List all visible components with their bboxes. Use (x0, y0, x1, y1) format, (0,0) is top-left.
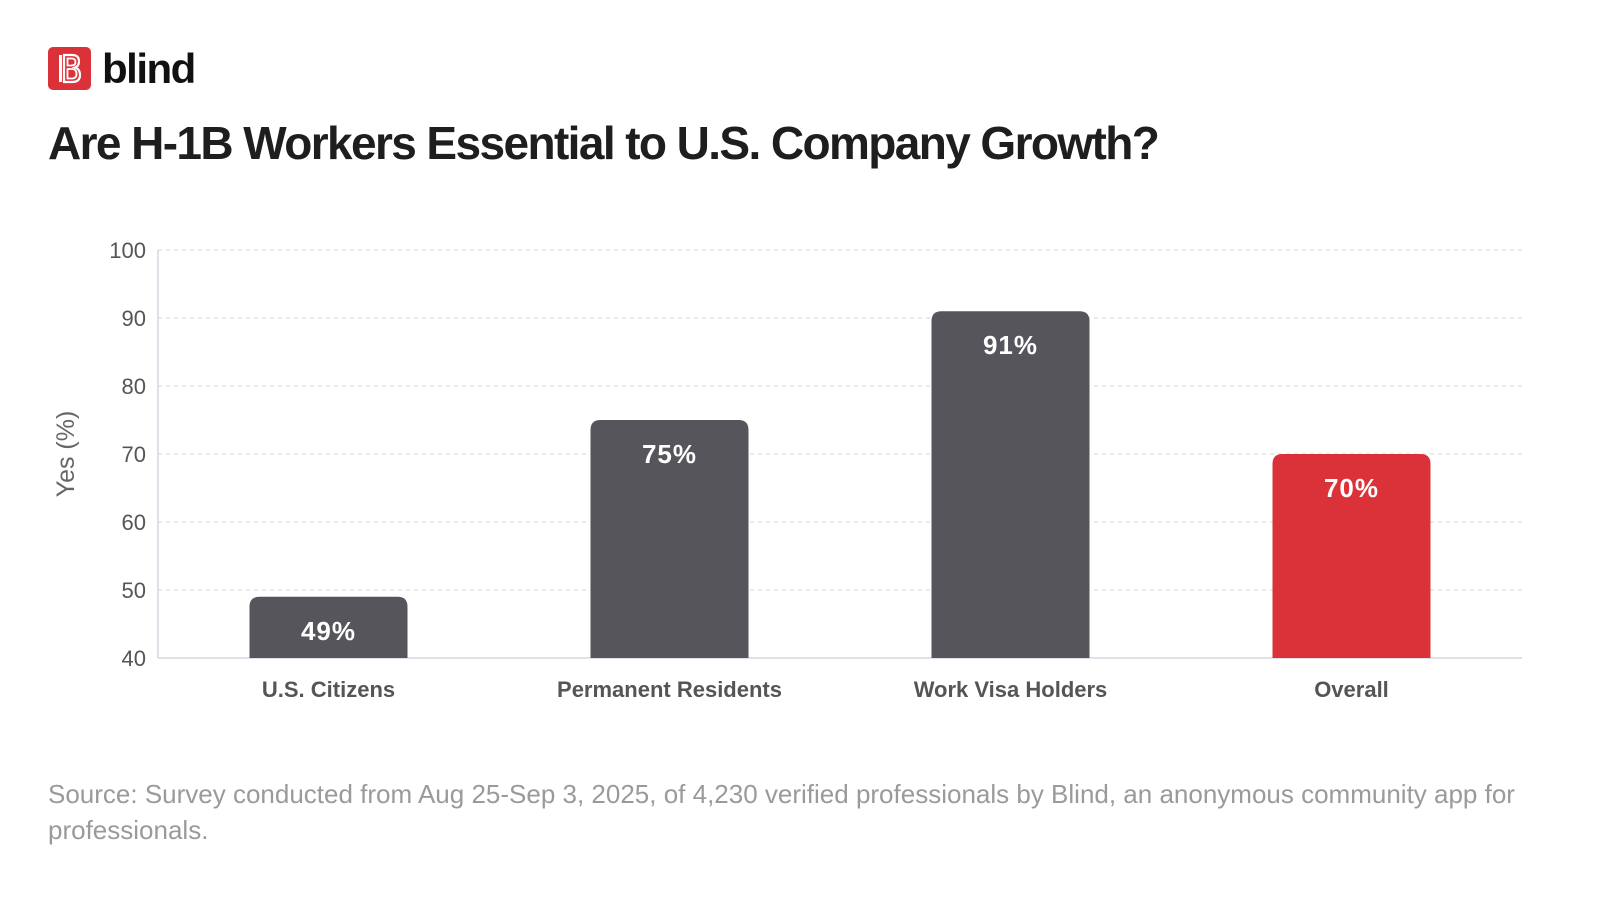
y-axis-label: Yes (%) (52, 411, 80, 498)
bar-data-label: 91% (983, 330, 1038, 360)
bar-u-s-citizens (249, 596, 408, 658)
blind-logo-icon (48, 47, 91, 90)
y-tick-label: 50 (122, 578, 146, 603)
y-tick-label: 90 (122, 306, 146, 331)
brand: blind (48, 45, 196, 92)
x-tick-label: Overall (1314, 677, 1389, 702)
bar-data-label: 49% (301, 616, 356, 646)
brand-name: blind (102, 45, 196, 92)
bar-chart: 40 50 60 70 80 90 100 Yes (%) 49% U.S. Citizens 75… (52, 238, 1522, 702)
x-tick-label: U.S. Citizens (262, 677, 395, 702)
label-layer: 40 50 60 70 80 90 100 Yes (%) 49% U.S. Citizens 75… (52, 238, 1389, 702)
bar-data-label: 70% (1324, 473, 1379, 503)
bar-data-label: 75% (642, 439, 697, 469)
bar-work-visa-holders (931, 311, 1090, 658)
bar-overall (1272, 454, 1431, 658)
x-tick-label: Work Visa Holders (914, 677, 1108, 702)
y-tick-label: 60 (122, 510, 146, 535)
y-tick-label: 40 (122, 646, 146, 671)
y-tick-label: 70 (122, 442, 146, 467)
y-tick-label: 100 (109, 238, 146, 263)
bar-permanent-residents (590, 420, 749, 658)
chart-title: Are H-1B Workers Essential to U.S. Compa… (48, 117, 1160, 169)
bar-layer (249, 311, 1431, 658)
source-note: Source: Survey conducted from Aug 25-Sep… (48, 779, 1515, 845)
y-tick-label: 80 (122, 374, 146, 399)
x-tick-label: Permanent Residents (557, 677, 782, 702)
